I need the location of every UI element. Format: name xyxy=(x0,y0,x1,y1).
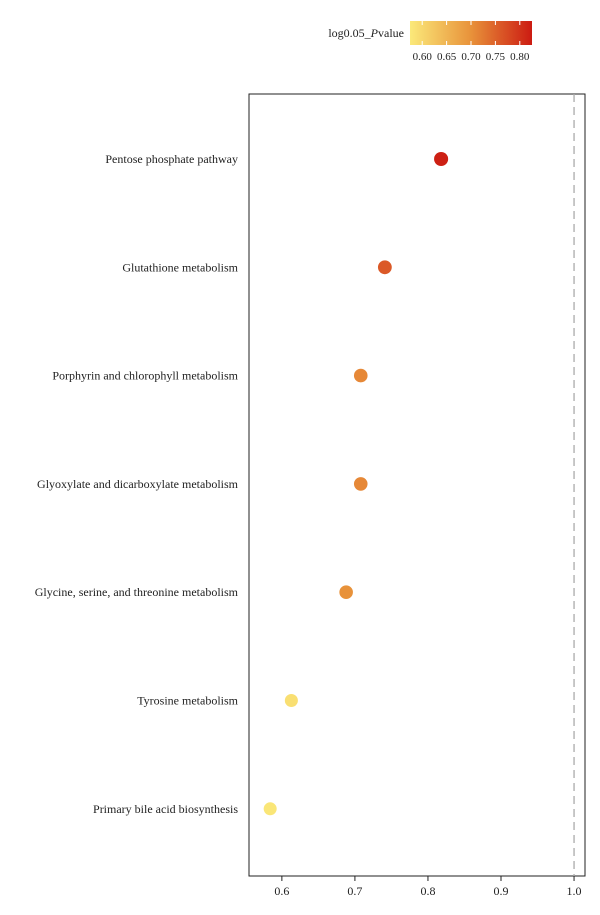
data-points xyxy=(263,151,449,816)
data-point xyxy=(353,368,368,383)
data-point xyxy=(263,802,277,816)
x-tick-label: 0.6 xyxy=(274,884,289,898)
x-tick-label: 0.9 xyxy=(494,884,509,898)
color-legend: log0.05_Pvalue 0.60 0.65 0.70 0.75 0.80 xyxy=(328,21,532,63)
data-point xyxy=(377,260,392,275)
category-label: Primary bile acid biosynthesis xyxy=(93,802,238,816)
data-point xyxy=(339,585,353,599)
category-labels: Pentose phosphate pathway Glutathione met… xyxy=(35,152,239,816)
data-point xyxy=(434,151,449,167)
data-point xyxy=(353,477,368,491)
category-label: Tyrosine metabolism xyxy=(137,694,238,708)
category-label: Glutathione metabolism xyxy=(122,260,238,274)
category-label: Porphyrin and chlorophyll metabolism xyxy=(52,369,238,383)
x-tick-label: 0.8 xyxy=(420,884,435,898)
legend-tick-label: 0.70 xyxy=(461,51,481,63)
category-label: Pentose phosphate pathway xyxy=(105,152,238,166)
legend-ticks: 0.60 0.65 0.70 0.75 0.80 xyxy=(413,21,530,63)
legend-tick-label: 0.75 xyxy=(486,51,506,63)
data-point xyxy=(284,693,298,708)
plot-panel-border xyxy=(248,93,586,877)
category-label: Glycine, serine, and threonine metabolis… xyxy=(35,585,239,599)
x-tick-label: 1.0 xyxy=(567,884,582,898)
legend-tick-label: 0.80 xyxy=(510,51,530,63)
legend-title: log0.05_Pvalue xyxy=(328,26,404,40)
category-label: Glyoxylate and dicarboxylate metabolism xyxy=(37,477,239,491)
legend-tick-label: 0.60 xyxy=(413,51,433,63)
x-tick-label: 0.7 xyxy=(347,884,362,898)
x-axis: 0.6 0.7 0.8 0.9 1.0 xyxy=(274,876,582,898)
legend-tick-label: 0.65 xyxy=(437,51,457,63)
